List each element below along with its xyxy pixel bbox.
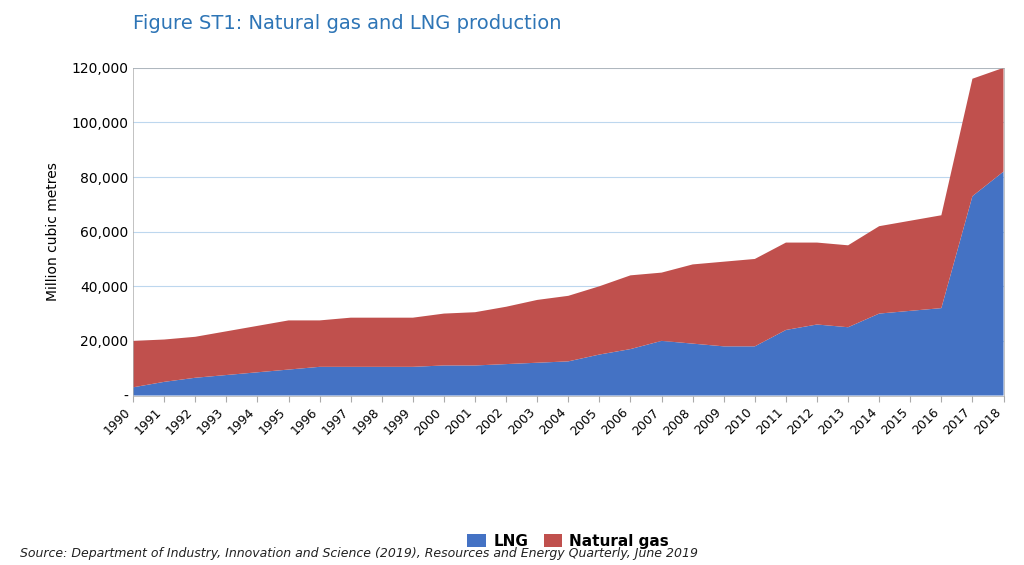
Y-axis label: Million cubic metres: Million cubic metres <box>46 162 60 301</box>
Text: Source: Department of Industry, Innovation and Science (2019), Resources and Ene: Source: Department of Industry, Innovati… <box>20 547 698 560</box>
Legend: LNG, Natural gas: LNG, Natural gas <box>461 528 676 555</box>
Text: Figure ST1: Natural gas and LNG production: Figure ST1: Natural gas and LNG producti… <box>133 14 561 33</box>
